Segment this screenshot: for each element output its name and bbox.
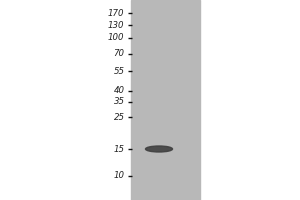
- Text: 130: 130: [108, 21, 124, 29]
- Bar: [130, 0, 200, 200]
- Text: 25: 25: [113, 112, 124, 121]
- Text: 15: 15: [113, 144, 124, 154]
- Text: 55: 55: [113, 66, 124, 75]
- Text: 35: 35: [113, 98, 124, 106]
- Ellipse shape: [146, 146, 172, 152]
- Text: 10: 10: [113, 171, 124, 180]
- Text: 40: 40: [113, 86, 124, 95]
- Text: 70: 70: [113, 49, 124, 58]
- Text: 100: 100: [108, 33, 124, 43]
- Text: 170: 170: [108, 8, 124, 18]
